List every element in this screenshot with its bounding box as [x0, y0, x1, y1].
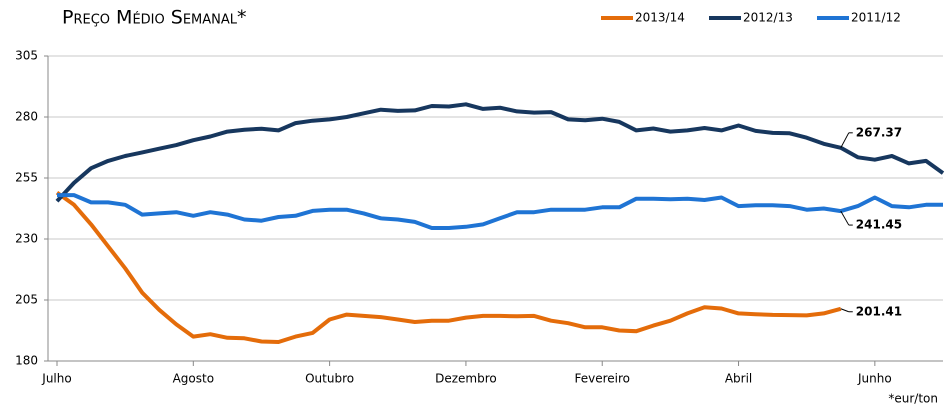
x-tick-label: Outubro — [305, 372, 354, 386]
x-tick-label: Dezembro — [435, 372, 497, 386]
data-label: 201.41 — [856, 304, 902, 318]
data-label: 241.45 — [856, 218, 902, 232]
series-line — [57, 193, 943, 230]
y-tick-label: 230 — [15, 232, 38, 246]
label-leader — [840, 132, 850, 149]
legend-label: 2011/12 — [851, 11, 901, 25]
y-tick-label: 305 — [15, 49, 38, 63]
label-leader — [840, 210, 850, 226]
x-tick-label: Abril — [725, 372, 752, 386]
x-tick-label: Fevereiro — [574, 372, 630, 386]
x-tick-label: Agosto — [173, 372, 214, 386]
footnote: *eur/ton — [888, 392, 938, 406]
y-tick-label: 205 — [15, 293, 38, 307]
y-tick-label: 280 — [15, 110, 38, 124]
legend-label: 2012/13 — [743, 11, 793, 25]
data-label: 267.37 — [856, 125, 902, 139]
legend-label: 2013/14 — [635, 11, 685, 25]
y-tick-label: 255 — [15, 171, 38, 185]
label-leader — [840, 308, 849, 313]
series-line — [55, 102, 945, 203]
x-tick-label: Junho — [857, 372, 892, 386]
x-tick-label: Julho — [41, 372, 71, 386]
series-line — [55, 190, 842, 344]
y-tick-label: 180 — [15, 354, 38, 368]
chart-title: Preço Médio Semanal* — [62, 7, 247, 29]
